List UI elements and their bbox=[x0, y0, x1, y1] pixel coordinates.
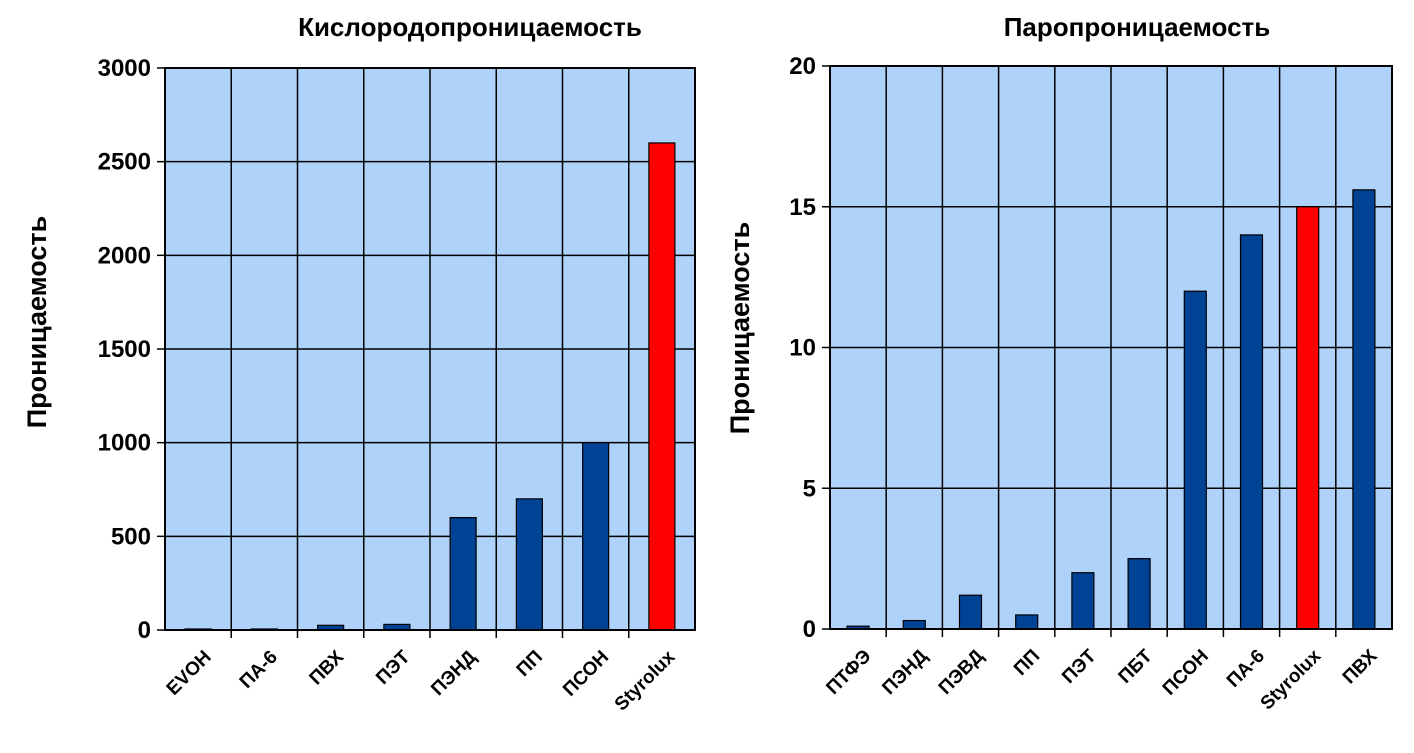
plot-border bbox=[829, 65, 1393, 630]
x-tick-label: ПВХ bbox=[306, 646, 349, 689]
bar-пэт bbox=[1071, 572, 1095, 630]
chart-vapor-permeability: Паропроницаемость Проницаемость 0 5 10 15 20… bbox=[725, 12, 1393, 714]
bar-styrolux bbox=[1296, 206, 1320, 630]
bar-пэвд bbox=[958, 594, 983, 630]
plot-area: 0 500 1000 1500 2000 2500 3000 EVOH ПА-6 ПВХ ПЭТ ПЭ… bbox=[98, 55, 696, 715]
y-tick-label: 10 bbox=[789, 335, 816, 362]
y-axis-label: Проницаемость bbox=[725, 222, 755, 435]
bar-пп bbox=[515, 498, 543, 631]
x-tick-label: ПЭНД bbox=[878, 645, 932, 699]
x-tick-label: ПЭТ bbox=[372, 646, 415, 689]
bar-пвх bbox=[1352, 189, 1376, 630]
y-tick-label: 500 bbox=[111, 523, 151, 550]
x-tick-label: ПЭТ bbox=[1058, 645, 1101, 688]
x-tick-label: ПА-6 bbox=[1223, 646, 1269, 692]
y-tick-label: 0 bbox=[138, 617, 151, 644]
y-tick-label: 3000 bbox=[98, 55, 151, 82]
x-tick-label: ПСОН bbox=[1159, 646, 1213, 700]
x-tick-label: ПА-6 bbox=[236, 647, 282, 693]
bar-пп bbox=[1015, 614, 1039, 630]
y-tick-label: 2000 bbox=[98, 242, 151, 269]
chart-title: Кислородопроницаемость bbox=[298, 12, 642, 42]
plot-area: 0 5 10 15 20 ПТФЭ ПЭНД ПЭВД ПП ПЭТ ПБТ ПСОН ПА-6Styr… bbox=[789, 53, 1393, 714]
y-tick-label: 1500 bbox=[98, 336, 151, 363]
x-tick-label: ПЭНД bbox=[427, 646, 481, 700]
x-tick-label: ПЭВД bbox=[935, 645, 988, 698]
x-tick-label: ПСОН bbox=[559, 647, 613, 701]
x-tick-label: ПБТ bbox=[1115, 645, 1157, 687]
x-tick-label: ПП bbox=[513, 647, 547, 681]
x-tick-label: Styrolux bbox=[611, 646, 680, 715]
x-tick-label: EVOH bbox=[163, 647, 216, 700]
bar-псон bbox=[582, 442, 610, 631]
y-tick-label: 2500 bbox=[98, 149, 151, 176]
bar-пэнд bbox=[902, 619, 926, 630]
x-tick-label: Styrolux bbox=[1257, 645, 1326, 714]
y-tick-label: 1000 bbox=[98, 430, 151, 457]
x-tick-label: ПТФЭ bbox=[822, 646, 875, 699]
bar-псон bbox=[1183, 290, 1207, 630]
y-tick-label: 20 bbox=[789, 53, 816, 80]
y-tick-label: 5 bbox=[803, 475, 816, 502]
plot-border bbox=[164, 67, 696, 631]
x-tick-label: ПВХ bbox=[1339, 645, 1382, 688]
bar-styrolux bbox=[648, 142, 676, 631]
bar-па-6 bbox=[1239, 234, 1264, 630]
chart-title: Паропроницаемость bbox=[1004, 12, 1271, 42]
y-tick-label: 15 bbox=[789, 194, 816, 221]
bar-пбт bbox=[1127, 558, 1151, 630]
chart-oxygen-permeability: Кислородопроницаемость Проницаемость 0 50… bbox=[22, 12, 696, 715]
y-axis-label: Проницаемость bbox=[22, 216, 52, 429]
bar-пэнд bbox=[449, 516, 477, 631]
y-tick-label: 0 bbox=[803, 616, 816, 643]
x-tick-label: ПП bbox=[1010, 646, 1044, 680]
